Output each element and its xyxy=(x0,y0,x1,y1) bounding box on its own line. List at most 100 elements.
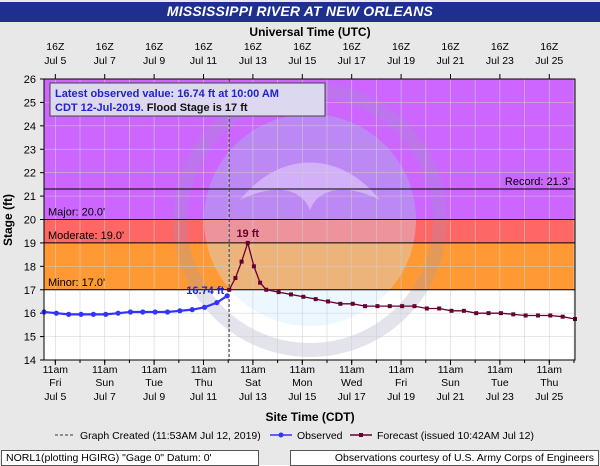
y-tick-label: 16 xyxy=(24,308,36,320)
annotation-layer: Record: 21.3' Major: 20.0' Moderate: 19.0'… xyxy=(48,176,570,297)
x-tick-day: Tue xyxy=(491,377,509,389)
y-tick-label: 26 xyxy=(24,74,36,86)
observed-point xyxy=(53,310,59,316)
observed-point xyxy=(140,309,146,315)
legend-forecast: Forecast (issued 10:42AM Jul 12) xyxy=(377,430,534,442)
x-tick-day: Wed xyxy=(341,377,363,389)
forecast-point xyxy=(264,287,269,292)
observed-point xyxy=(201,304,208,310)
x-axis-top: 16Z Jul 5 16Z Jul 7 16Z Jul 9 16Z Jul 11 16Z Jul … xyxy=(44,41,563,79)
forecast-point xyxy=(461,308,466,313)
observed-point xyxy=(90,311,96,317)
x-tick-time: 11am xyxy=(92,364,118,376)
forecast-peak-label: 19 ft xyxy=(236,228,259,240)
x-tick-day: Sat xyxy=(245,377,261,389)
forecast-point xyxy=(350,301,355,306)
y-tick-label: 19 xyxy=(24,238,36,250)
x-top-hour: 16Z xyxy=(441,41,460,53)
forecast-point xyxy=(424,306,429,311)
major-band xyxy=(44,219,575,243)
info-box: Latest observed value: 16.74 ft at 10:00… xyxy=(49,82,326,117)
y-tick-label: 17 xyxy=(24,285,36,297)
plot-frame xyxy=(43,78,576,361)
observed-point xyxy=(224,293,230,299)
info-line-2-date: CDT 12-Jul-2019. xyxy=(55,102,147,114)
forecast-point xyxy=(511,312,516,317)
x-tick-date: Jul 9 xyxy=(143,391,165,403)
legend-observed-marker xyxy=(278,432,284,438)
forecast-point xyxy=(387,304,392,309)
info-line-1: Latest observed value: 16.74 ft at 10:00… xyxy=(55,88,279,100)
x-top-hour: 16Z xyxy=(491,41,510,53)
x-top-date: Jul 21 xyxy=(436,55,464,67)
info-line-2-flood: Flood Stage is 17 ft xyxy=(147,102,248,114)
chart-title: MISSISSIPPI RIVER AT NEW ORLEANS xyxy=(166,3,434,19)
x-axis-label: Site Time (CDT) xyxy=(265,410,354,424)
y-tick-label: 25 xyxy=(24,97,36,109)
legend: Graph Created (11:53AM Jul 12, 2019) Obs… xyxy=(55,430,534,442)
forecast-point xyxy=(258,280,263,285)
x-tick-date: Jul 19 xyxy=(387,391,415,403)
observed-point xyxy=(127,309,134,315)
x-tick-time: 11am xyxy=(487,364,513,376)
info-line-2: CDT 12-Jul-2019. Flood Stage is 17 ft xyxy=(55,102,248,114)
x-top-date: Jul 15 xyxy=(288,55,316,67)
forecast-point xyxy=(449,308,454,313)
x-top-date: Jul 11 xyxy=(190,55,217,67)
x-top-date: Jul 25 xyxy=(535,55,563,67)
x-top-date: Jul 23 xyxy=(486,55,514,67)
x-tick-date: Jul 7 xyxy=(94,391,116,403)
forecast-point xyxy=(245,240,250,245)
observed-point xyxy=(78,311,84,317)
x-top-date: Jul 9 xyxy=(143,55,165,67)
legend-observed: Observed xyxy=(297,430,343,442)
forecast-point xyxy=(363,304,368,309)
observed-line xyxy=(43,294,228,316)
normal-band xyxy=(44,289,575,360)
forecast-point xyxy=(276,290,281,295)
x-top-hour: 16Z xyxy=(343,41,362,53)
y-tick-label: 15 xyxy=(24,332,36,344)
x-tick-time: 11am xyxy=(537,364,563,376)
x-top-date: Jul 17 xyxy=(338,55,366,67)
forecast-point xyxy=(326,299,331,304)
x-top-date: Jul 13 xyxy=(239,55,267,67)
x-tick-date: Jul 21 xyxy=(436,391,464,403)
major-label: Major: 20.0' xyxy=(48,207,105,219)
y-axis-label: Stage (ft) xyxy=(1,194,15,246)
x-tick-day: Mon xyxy=(292,377,313,389)
series-layer xyxy=(41,79,577,360)
forecast-point xyxy=(437,306,442,311)
x-tick-time: 11am xyxy=(141,364,167,376)
footer-credit: Observations courtesy of U.S. Army Corps… xyxy=(290,450,599,466)
observed-point xyxy=(164,309,171,315)
y-tick-label: 23 xyxy=(24,144,36,156)
threshold-lines xyxy=(44,188,575,291)
y-tick-label: 22 xyxy=(24,168,36,180)
x-tick-day: Sun xyxy=(95,377,114,389)
legend-forecast-marker xyxy=(359,433,363,437)
moderate-label: Moderate: 19.0' xyxy=(48,230,124,242)
x-tick-date: Jul 25 xyxy=(535,391,563,403)
x-top-date: Jul 5 xyxy=(44,55,66,67)
x-tick-time: 11am xyxy=(43,364,69,376)
observed-last-label: 16.74 ft xyxy=(186,285,224,297)
x-tick-time: 11am xyxy=(191,364,217,376)
y-tick-label: 24 xyxy=(24,121,36,133)
title-banner: MISSISSIPPI RIVER AT NEW ORLEANS xyxy=(0,2,600,22)
forecast-point xyxy=(313,297,318,302)
x-tick-day: Thu xyxy=(540,377,558,389)
x-tick-date: Jul 15 xyxy=(288,391,316,403)
top-axis-label: Universal Time (UTC) xyxy=(249,25,370,39)
forecast-point xyxy=(412,304,417,309)
x-tick-time: 11am xyxy=(240,364,266,376)
forecast-point xyxy=(535,313,540,318)
footer-gauge-info: NORL1(plotting HGIRG) "Gage 0" Datum: 0' xyxy=(1,450,259,466)
x-top-hour: 16Z xyxy=(96,41,115,53)
forecast-point xyxy=(288,292,293,297)
x-top-hour: 16Z xyxy=(540,41,559,53)
forecast-point xyxy=(233,276,238,281)
x-tick-day: Fri xyxy=(49,377,61,389)
